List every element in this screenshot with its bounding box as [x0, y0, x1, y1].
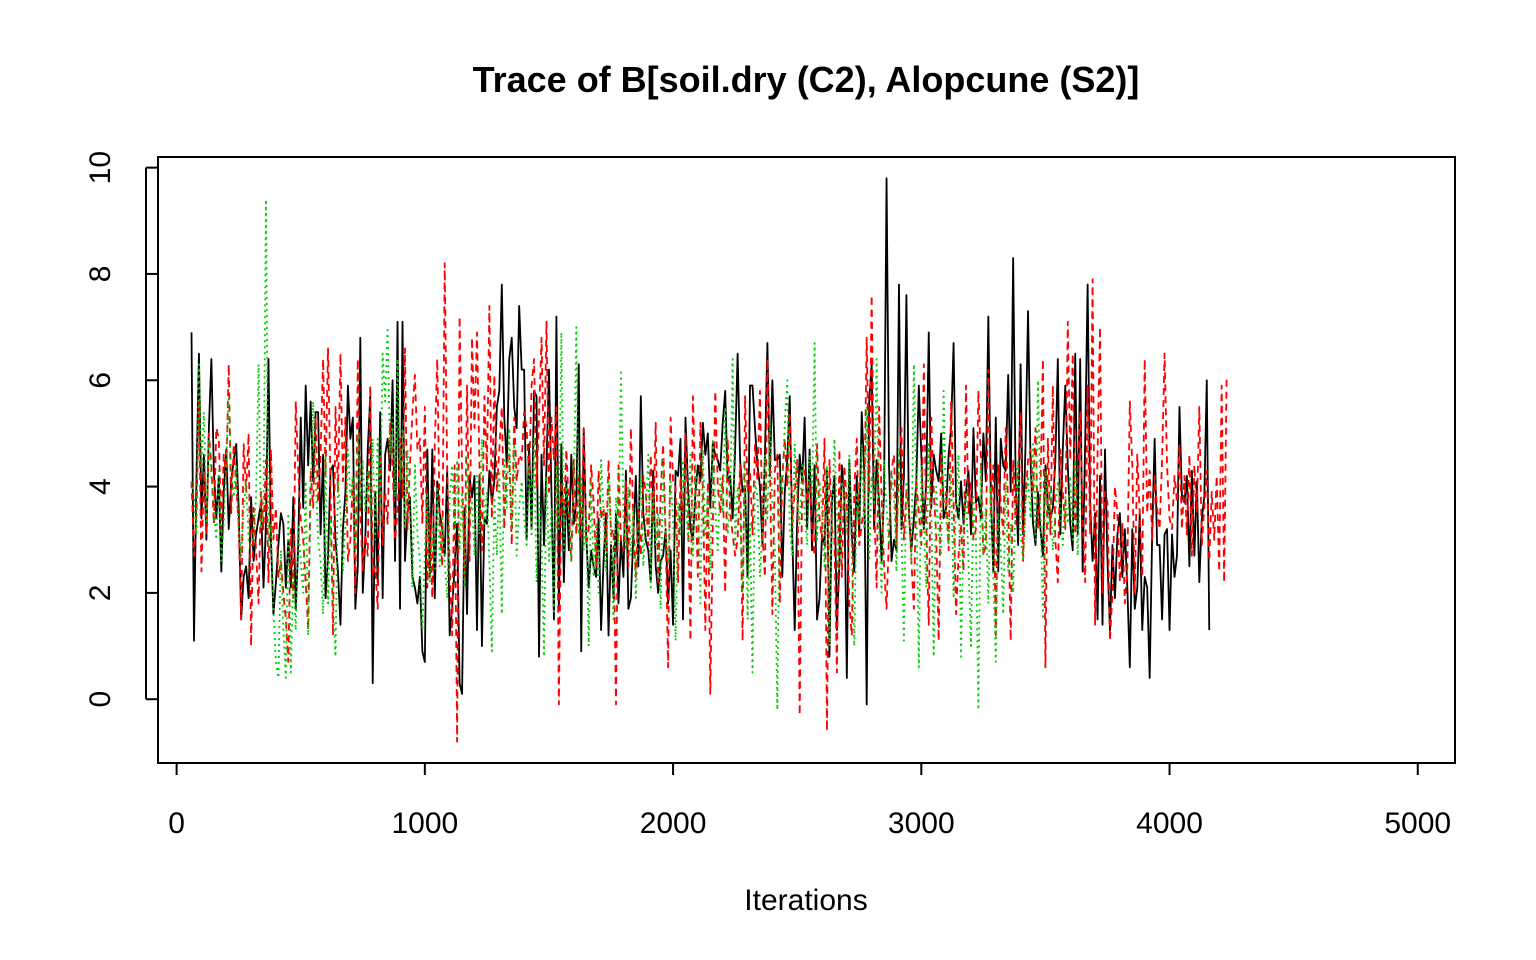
y-axis: 0 2 4 6 8 10: [84, 151, 157, 708]
y-tick-label: 0: [84, 691, 117, 708]
x-tick-label: 0: [168, 807, 185, 840]
x-axis: 0 1000 2000 3000 4000 5000: [168, 762, 1451, 840]
y-tick-label: 8: [84, 266, 117, 283]
x-tick-label: 5000: [1384, 807, 1451, 840]
chart-title: Trace of B[soil.dry (C2), Alopcune (S2)]: [473, 59, 1140, 100]
series-lines: [190, 177, 1228, 743]
x-axis-label: Iterations: [744, 884, 867, 917]
x-tick-label: 3000: [888, 807, 955, 840]
series-line-1: [190, 177, 1211, 706]
series-line-2: [190, 262, 1228, 743]
y-tick-label: 6: [84, 372, 117, 389]
x-tick-label: 1000: [391, 807, 458, 840]
y-tick-label: 2: [84, 585, 117, 602]
x-tick-label: 4000: [1136, 807, 1203, 840]
y-tick-label: 10: [84, 151, 117, 184]
x-tick-label: 2000: [640, 807, 707, 840]
y-tick-label: 4: [84, 478, 117, 495]
series-line-3: [190, 198, 1082, 711]
